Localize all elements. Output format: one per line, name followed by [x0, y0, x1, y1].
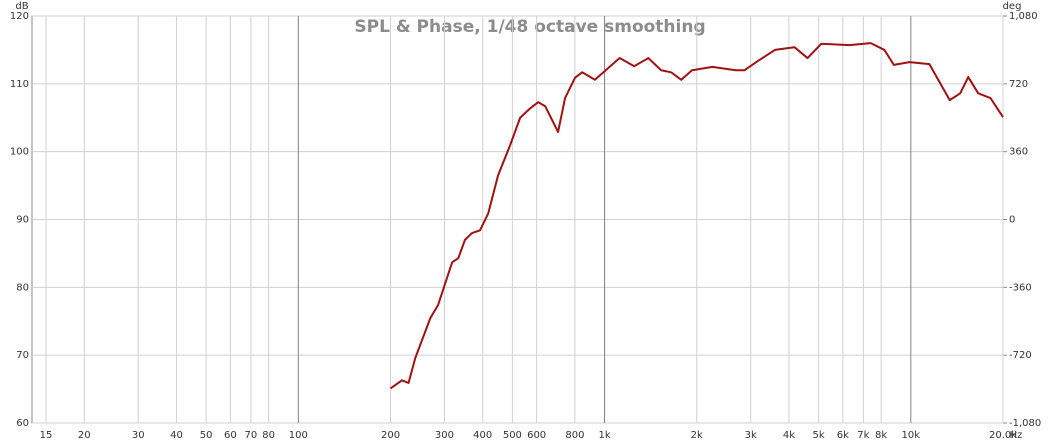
y2-tick-label: -1,080 [1009, 418, 1041, 429]
y2-tick-label: -720 [1009, 350, 1032, 361]
x-tick-label: 400 [473, 430, 492, 441]
x-tick-label: 10k [902, 430, 921, 441]
y-tick-label: 100 [10, 147, 29, 158]
y2-tick-label: 360 [1009, 147, 1028, 158]
x-tick-label: 3k [745, 430, 757, 441]
x-tick-label: 800 [565, 430, 584, 441]
y-tick-label: 80 [16, 282, 29, 293]
y2-tick-label: 1,080 [1009, 11, 1038, 22]
y2-tick-label: 720 [1009, 79, 1028, 90]
x-tick-label: 60 [224, 430, 237, 441]
x-tick-label: 600 [527, 430, 546, 441]
y2-tick-label: 0 [1009, 215, 1015, 226]
y2-tick-label: -360 [1009, 282, 1032, 293]
x-tick-label: 20 [78, 430, 91, 441]
x-tick-label: 80 [262, 430, 275, 441]
y-tick-label: 120 [10, 11, 29, 22]
x-tick-label: 1k [598, 430, 610, 441]
y2-axis-label: deg [1003, 1, 1022, 12]
y-tick-label: 110 [10, 79, 29, 90]
x-tick-label: 500 [503, 430, 522, 441]
chart-title: SPL & Phase, 1/48 octave smoothing [354, 17, 705, 37]
x-axis-label: Hz [1010, 430, 1023, 441]
y-tick-label: 70 [16, 350, 29, 361]
x-tick-label: 200 [381, 430, 400, 441]
x-tick-label: 30 [132, 430, 145, 441]
x-tick-label: 6k [837, 430, 849, 441]
y-tick-label: 60 [16, 418, 29, 429]
x-tick-label: 15 [40, 430, 53, 441]
x-tick-label: 50 [200, 430, 213, 441]
x-tick-label: 100 [289, 430, 308, 441]
x-tick-label: 70 [245, 430, 258, 441]
y-axis-label: dB [15, 1, 28, 12]
line-series [389, 42, 1004, 390]
x-tick-label: 300 [435, 430, 454, 441]
x-tick-label: 2k [691, 430, 703, 441]
x-tick-label: 4k [783, 430, 795, 441]
x-tick-label: 8k [875, 430, 887, 441]
x-tick-label: 40 [170, 430, 183, 441]
x-tick-label: 20.0k [989, 430, 1017, 441]
y-tick-label: 90 [16, 215, 29, 226]
x-tick-label: 7k [857, 430, 869, 441]
x-tick-label: 5k [813, 430, 825, 441]
